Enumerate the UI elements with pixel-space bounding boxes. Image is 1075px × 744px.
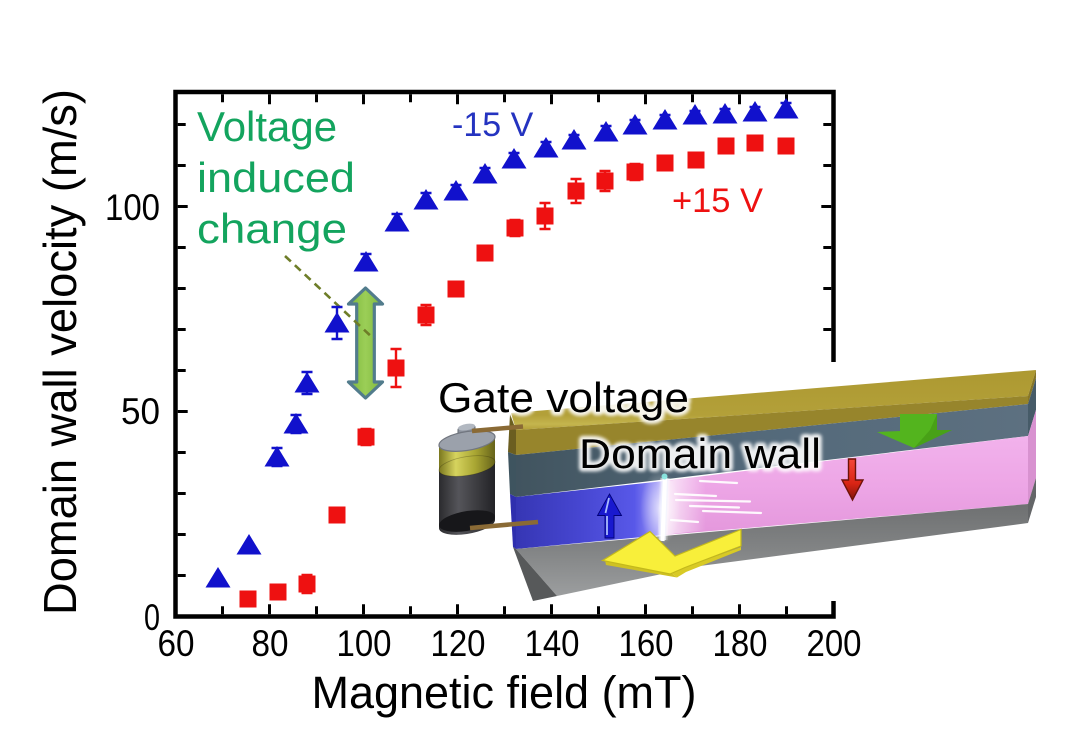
svg-text:180: 180: [713, 623, 768, 664]
svg-text:Domain wall: Domain wall: [579, 430, 821, 477]
svg-text:50: 50: [121, 391, 160, 432]
svg-text:change: change: [197, 205, 347, 252]
svg-text:Gate voltage: Gate voltage: [438, 374, 689, 421]
svg-text:60: 60: [158, 623, 195, 664]
svg-text:+15 V: +15 V: [672, 182, 763, 220]
svg-text:Gate voltage: Gate voltage: [438, 374, 689, 421]
svg-text:Voltage: Voltage: [197, 103, 337, 150]
svg-text:120: 120: [431, 623, 486, 664]
svg-text:-15 V: -15 V: [452, 106, 534, 144]
svg-text:200: 200: [807, 623, 862, 664]
svg-text:0: 0: [144, 597, 160, 638]
svg-text:Domain wall: Domain wall: [579, 430, 821, 477]
svg-text:Magnetic field (mT): Magnetic field (mT): [312, 667, 697, 718]
svg-text:induced: induced: [197, 154, 355, 201]
svg-text:80: 80: [252, 623, 289, 664]
svg-text:140: 140: [525, 623, 580, 664]
svg-text:100: 100: [105, 187, 160, 228]
svg-text:100: 100: [337, 623, 392, 664]
svg-text:160: 160: [619, 623, 674, 664]
svg-text:Domain wall velocity (m/s): Domain wall velocity (m/s): [34, 89, 86, 615]
